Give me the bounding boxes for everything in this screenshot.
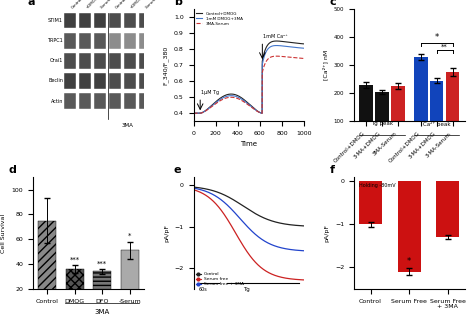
Text: f: f <box>329 165 335 175</box>
Text: ***: *** <box>70 257 80 263</box>
Text: TRPC1: TRPC1 <box>47 38 63 43</box>
Text: e: e <box>173 165 181 175</box>
Text: 60s: 60s <box>199 287 208 292</box>
Bar <box>139 53 151 69</box>
Text: Tg: Tg <box>243 287 250 292</box>
Bar <box>109 93 121 109</box>
Bar <box>139 33 151 49</box>
Bar <box>124 73 136 89</box>
Text: **: ** <box>441 43 448 49</box>
Bar <box>93 272 111 314</box>
Text: *: * <box>407 257 411 266</box>
Text: b: b <box>173 0 182 7</box>
Text: Tg peak: Tg peak <box>371 121 393 126</box>
Bar <box>64 33 76 49</box>
Bar <box>124 33 136 49</box>
X-axis label: Time: Time <box>240 142 257 148</box>
Bar <box>446 72 459 149</box>
Text: Ca²⁺ peak: Ca²⁺ peak <box>423 121 450 127</box>
Text: c: c <box>329 0 336 7</box>
Text: a: a <box>27 0 35 7</box>
Bar <box>109 53 121 69</box>
Bar <box>64 13 76 29</box>
Text: d: d <box>9 165 17 175</box>
Text: *: * <box>435 33 439 42</box>
Bar <box>391 86 405 149</box>
Bar <box>139 13 151 29</box>
Text: ***: *** <box>97 261 107 267</box>
Y-axis label: pA/pF: pA/pF <box>324 224 329 242</box>
Bar <box>109 33 121 49</box>
Text: 1μM Tg: 1μM Tg <box>201 90 219 95</box>
Text: Actin: Actin <box>51 99 63 104</box>
Text: +DMOG: +DMOG <box>130 0 144 9</box>
Bar <box>66 269 83 314</box>
Text: -Serum: -Serum <box>145 0 158 9</box>
Legend: Control, Serum free, Serum free + 3MA: Control, Serum free, Serum free + 3MA <box>196 272 245 287</box>
Bar <box>414 57 428 149</box>
Legend: Control+DMOG, 1mM DMOG+3MA, 3MA-Serum: Control+DMOG, 1mM DMOG+3MA, 3MA-Serum <box>196 12 243 26</box>
Bar <box>121 250 139 314</box>
Bar <box>109 13 121 29</box>
Text: 3MA: 3MA <box>95 309 110 314</box>
Text: +DMOG: +DMOG <box>85 0 99 9</box>
Bar <box>79 73 91 89</box>
Bar <box>139 93 151 109</box>
Bar <box>124 53 136 69</box>
Bar <box>64 53 76 69</box>
Bar <box>430 81 444 149</box>
Bar <box>79 53 91 69</box>
Bar <box>94 33 106 49</box>
Bar <box>79 93 91 109</box>
Bar <box>109 73 121 89</box>
Text: STIM1: STIM1 <box>48 18 63 23</box>
Text: 3MA: 3MA <box>121 123 133 128</box>
Bar <box>124 13 136 29</box>
Bar <box>64 73 76 89</box>
Bar <box>64 93 76 109</box>
Bar <box>79 13 91 29</box>
Text: *: * <box>128 233 131 239</box>
Y-axis label: pA/pF: pA/pF <box>164 224 169 242</box>
Bar <box>359 85 373 149</box>
Bar <box>94 73 106 89</box>
Text: -Serum: -Serum <box>100 0 113 9</box>
Bar <box>375 92 389 149</box>
Y-axis label: [Ca²⁺] nM: [Ca²⁺] nM <box>322 50 328 80</box>
Bar <box>94 93 106 109</box>
Text: Orai1: Orai1 <box>50 58 63 63</box>
Bar <box>94 53 106 69</box>
Bar <box>436 181 459 237</box>
Bar <box>398 181 421 272</box>
Bar <box>359 181 382 225</box>
Bar <box>94 13 106 29</box>
Bar <box>124 93 136 109</box>
Text: Holding -80mV: Holding -80mV <box>359 183 396 188</box>
Text: Control: Control <box>70 0 83 9</box>
Bar <box>38 220 56 314</box>
Text: Control: Control <box>115 0 128 9</box>
Bar <box>79 33 91 49</box>
Text: 1mM Ca²⁺: 1mM Ca²⁺ <box>263 34 288 39</box>
Bar <box>139 73 151 89</box>
Y-axis label: F_340/F_380: F_340/F_380 <box>163 46 168 85</box>
Y-axis label: Cell Survival: Cell Survival <box>1 214 6 252</box>
Text: Beclin: Beclin <box>48 78 63 84</box>
